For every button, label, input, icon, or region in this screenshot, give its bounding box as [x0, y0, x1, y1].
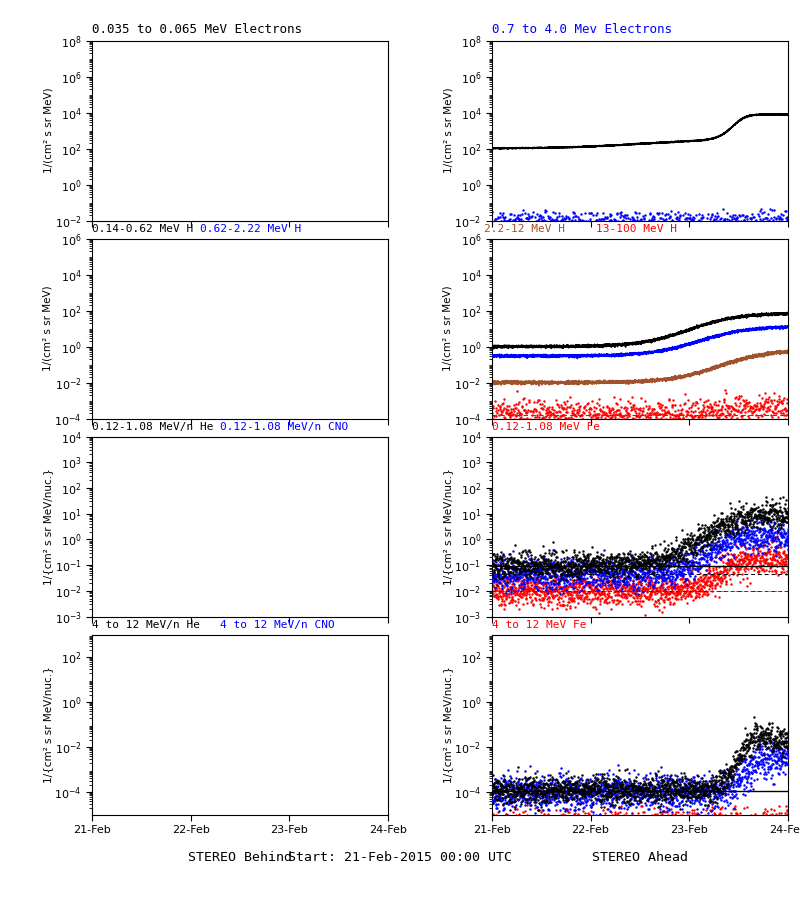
- Text: STEREO Ahead: STEREO Ahead: [592, 850, 688, 863]
- Text: Start: 21-Feb-2015 00:00 UTC: Start: 21-Feb-2015 00:00 UTC: [288, 850, 512, 863]
- Y-axis label: 1/{cm² s sr MeV/nuc.}: 1/{cm² s sr MeV/nuc.}: [43, 666, 53, 783]
- Y-axis label: 1/{cm² s sr MeV/nuc.}: 1/{cm² s sr MeV/nuc.}: [442, 666, 453, 783]
- Text: 13-100 MeV H: 13-100 MeV H: [596, 224, 677, 234]
- Text: 0.12-1.08 MeV Fe: 0.12-1.08 MeV Fe: [492, 422, 600, 432]
- Text: 0.12-1.08 MeV/n CNO: 0.12-1.08 MeV/n CNO: [220, 422, 348, 432]
- Y-axis label: 1/(cm² s sr MeV): 1/(cm² s sr MeV): [43, 285, 53, 372]
- Y-axis label: 1/(cm² s sr MeV): 1/(cm² s sr MeV): [443, 87, 453, 174]
- Text: STEREO Behind: STEREO Behind: [188, 850, 292, 863]
- Text: 4 to 12 MeV Fe: 4 to 12 MeV Fe: [492, 620, 586, 630]
- Y-axis label: 1/{cm² s sr MeV/nuc.}: 1/{cm² s sr MeV/nuc.}: [443, 468, 453, 585]
- Text: 4 to 12 MeV/n CNO: 4 to 12 MeV/n CNO: [220, 620, 334, 630]
- Text: 0.14-0.62 MeV H: 0.14-0.62 MeV H: [92, 224, 194, 234]
- Text: 0.12-1.08 MeV/n He: 0.12-1.08 MeV/n He: [92, 422, 214, 432]
- Text: 0.7 to 4.0 Mev Electrons: 0.7 to 4.0 Mev Electrons: [492, 23, 672, 36]
- Y-axis label: 1/(cm² s sr MeV): 1/(cm² s sr MeV): [43, 87, 54, 174]
- Text: 4 to 12 MeV/n He: 4 to 12 MeV/n He: [92, 620, 200, 630]
- Y-axis label: 1/(cm² s sr MeV): 1/(cm² s sr MeV): [442, 285, 453, 372]
- Text: 0.035 to 0.065 MeV Electrons: 0.035 to 0.065 MeV Electrons: [92, 23, 302, 36]
- Text: 0.62-2.22 MeV H: 0.62-2.22 MeV H: [200, 224, 302, 234]
- Text: 2.2-12 MeV H: 2.2-12 MeV H: [484, 224, 565, 234]
- Y-axis label: 1/{cm² s sr MeV/nuc.}: 1/{cm² s sr MeV/nuc.}: [43, 468, 53, 585]
